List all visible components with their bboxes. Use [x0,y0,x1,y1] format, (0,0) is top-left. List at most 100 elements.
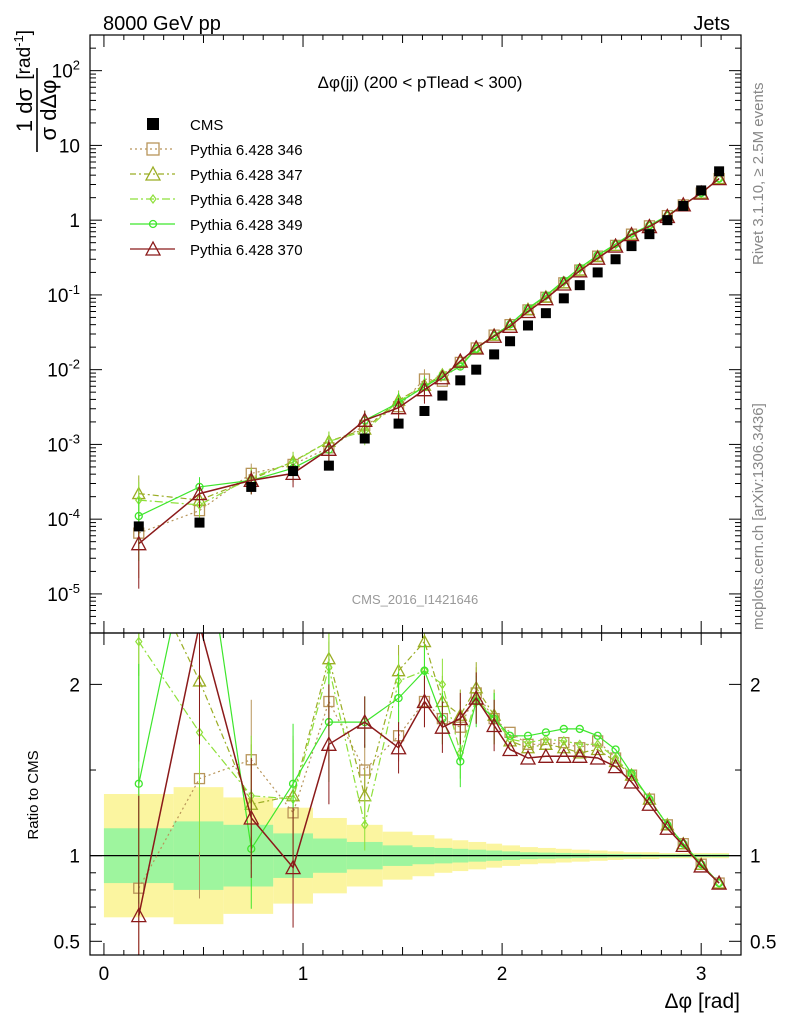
ratio-point-p370 [519,749,537,765]
ratio-point-p347 [572,745,587,759]
ratio-panel: 0.5 0.5 1 1 2 2 0 1 2 3 [54,617,776,985]
ratio-point-p370 [537,747,554,763]
ratio-point-p370 [623,773,640,789]
ratio-y-tick-label-left: 0.5 [54,932,80,953]
legend-marker-p349 [148,219,158,229]
x-tick-label: 3 [696,964,707,985]
data-point-cms [678,200,689,211]
main-frame [89,34,742,634]
side-labels: Rivet 3.1.10, ≥ 2.5M events mcplots.cern… [750,83,767,631]
legend-label-cms: CMS [190,117,223,134]
data-point-p370 [537,290,554,306]
ratio-point-p370 [452,710,469,726]
legend-marker-p346 [146,142,160,156]
ratio-y-tick-label-left: 2 [69,675,80,696]
ratio-point-p348 [524,737,532,748]
ratio-point-p370 [130,907,147,923]
data-point-cms [455,375,466,386]
y-label-unit: [rad-1] [11,30,35,80]
data-point-cms [626,241,637,252]
ratio-point-p347 [556,740,571,754]
legend-marker-p370 [144,240,162,256]
ratio-point-p370 [607,758,624,774]
data-point-p348 [195,499,204,510]
data-point-p370 [390,399,407,415]
y-tick-label-exp: -1 [68,282,80,297]
ratio-point-p370 [320,735,337,751]
data-point-cms [471,364,482,375]
data-point-cms [246,481,257,492]
ratio-point-p348 [542,734,550,745]
ratio-point-p370 [356,713,373,729]
ratio-point-p348 [593,739,602,750]
legend-marker-cms [147,118,159,130]
header-title: 8000 GeV pp [103,13,221,35]
ratio-point-p348 [135,636,143,647]
y-tick-label-base: 10 [47,585,68,606]
ratio-point-p370 [675,837,692,853]
ratio-point-p349 [394,693,403,703]
data-point-p370 [486,327,503,343]
y-tick-label-exp: -4 [68,506,80,521]
ratio-point-p370 [555,747,572,763]
ratio-point-p348 [438,679,447,690]
main-panel: CMS_2016_I1421646 Δφ(jj) (200 < pTlead < … [47,34,742,634]
data-point-cms [540,308,551,319]
x-tick-label: 2 [497,964,508,985]
y-tick-label: 10 [59,136,80,157]
legend-label-p349: Pythia 6.428 349 [190,217,303,234]
ratio-point-p347 [520,740,536,754]
mcplots-label: mcplots.cern.ch [arXiv:1306.3436] [750,403,767,630]
data-point-cms [393,418,404,429]
ratio-point-p349 [456,757,465,766]
y-label-unit-exp: -1 [11,35,26,47]
data-point-cms [288,466,299,477]
ratio-point-p370 [416,693,433,709]
data-point-cms [696,185,707,196]
ratio-point-p347 [590,742,605,756]
y-label-unit-close: ] [14,30,35,35]
y-tick-label-base: 10 [47,361,68,382]
ratio-point-p346 [574,742,586,754]
ratio-data [90,617,741,955]
ratio-point-p349 [627,769,636,778]
data-point-p370 [191,485,208,501]
data-point-p370 [501,317,519,333]
header-process: Jets [693,13,730,35]
ratio-point-p348 [627,770,636,781]
y-tick-label-exp: -3 [68,431,80,446]
data-point-p349 [134,511,143,521]
ratio-point-p370 [390,739,407,755]
data-point-p370 [571,262,588,278]
legend-label-p370: Pythia 6.428 370 [190,242,303,259]
x-tick-label: 1 [298,964,309,985]
ratio-point-p370 [434,718,451,734]
data-point-cms [437,390,448,401]
data-point-cms [194,517,205,528]
data-point-cms [592,267,603,278]
ratio-point-p349 [575,724,584,734]
data-point-p370 [607,237,624,253]
data-point-p370 [711,170,728,186]
data-point-cms [359,433,370,444]
legend-label-p346: Pythia 6.428 346 [190,142,303,159]
data-point-cms [505,336,516,347]
data-point-p370 [434,369,451,385]
y-tick-label-base: 10 [52,62,73,83]
legend: CMS Pythia 6.428 346 Pythia 6.428 347 Pythi… [130,117,303,259]
ratio-point-p370 [192,617,206,630]
data-point-p370 [130,535,147,551]
y-tick-label-base: 10 [47,510,68,531]
data-point-cms [662,215,673,226]
watermark-text: CMS_2016_I1421646 [352,592,479,607]
ratio-point-p349 [593,731,602,740]
y-tick-label: 102 [52,58,80,83]
legend-label-p348: Pythia 6.428 348 [190,192,303,209]
y-tick-label: 1 [69,211,80,232]
legend-label-p347: Pythia 6.428 347 [190,167,303,184]
ratio-y-tick-label-right: 2 [750,675,761,696]
ratio-point-p348 [360,819,369,830]
y-tick-label: 10-3 [47,431,80,456]
ratio-point-p370 [501,741,519,757]
